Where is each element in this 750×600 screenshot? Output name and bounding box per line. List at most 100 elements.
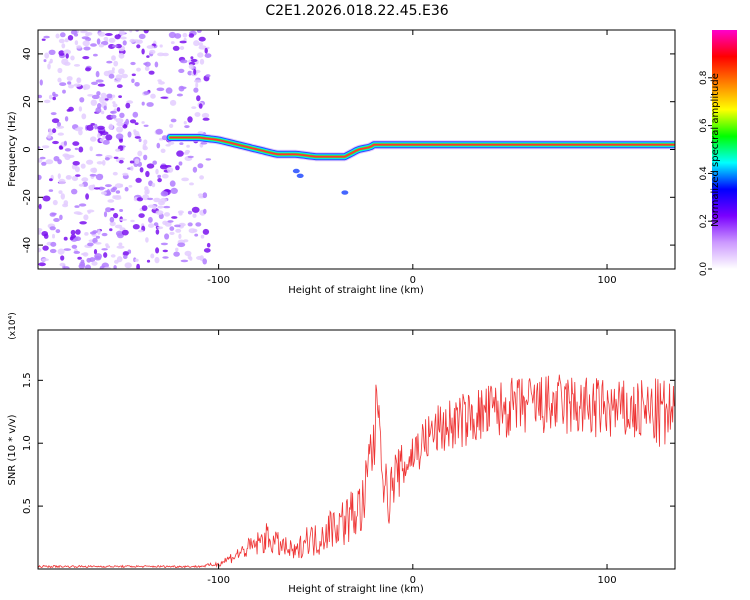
noise-speckle <box>58 178 66 185</box>
snr-ylabel: SNR (10 * v/v) <box>7 414 18 485</box>
colorbar: 0.0 0.2 0.4 0.6 0.8 Normalized spectral ampl… <box>699 30 737 276</box>
colorbar-tick-label: 0.2 <box>699 214 709 228</box>
snr-background <box>38 330 675 569</box>
noise-speckle <box>115 148 121 152</box>
noise-speckle <box>41 145 50 149</box>
noise-speckle <box>157 52 165 57</box>
noise-speckle <box>115 158 120 162</box>
noise-speckle <box>182 32 188 38</box>
noise-speckle <box>38 247 42 253</box>
noise-speckle <box>79 97 85 103</box>
noise-speckle <box>138 229 144 233</box>
noise-speckle <box>94 255 102 261</box>
snr-ytick-label: 0.5 <box>22 498 33 514</box>
ridge-blob <box>292 168 300 174</box>
noise-speckle <box>103 36 109 42</box>
noise-speckle <box>76 77 81 83</box>
noise-speckle <box>132 111 139 118</box>
noise-speckle <box>103 252 108 258</box>
noise-speckle <box>119 112 125 119</box>
noise-speckle <box>150 93 156 99</box>
noise-speckle <box>110 110 117 114</box>
noise-speckle <box>86 124 94 131</box>
noise-speckle <box>110 188 116 193</box>
noise-speckle <box>114 183 123 189</box>
noise-speckle <box>155 128 163 135</box>
noise-speckle <box>106 93 113 99</box>
noise-speckle <box>170 118 177 123</box>
noise-speckle <box>98 186 105 191</box>
noise-speckle <box>127 131 132 138</box>
noise-speckle <box>74 40 79 46</box>
noise-speckle <box>138 138 142 143</box>
noise-speckle <box>63 266 70 269</box>
noise-speckle <box>141 101 145 106</box>
noise-speckle <box>76 212 83 216</box>
noise-speckle <box>57 248 65 255</box>
noise-speckle <box>72 141 80 146</box>
heatmap-ytick-label: 0 <box>22 146 33 152</box>
noise-speckle <box>160 148 166 153</box>
noise-speckle <box>38 203 42 210</box>
noise-speckle <box>73 64 81 67</box>
noise-speckle <box>63 248 71 251</box>
noise-speckle <box>55 229 61 234</box>
snr-ytick-label: 1.5 <box>22 372 33 388</box>
noise-speckle <box>63 140 67 146</box>
noise-speckle <box>53 218 60 222</box>
noise-speckle <box>45 159 54 165</box>
noise-speckle <box>38 230 41 235</box>
noise-speckle <box>74 236 82 241</box>
noise-speckle <box>103 70 110 77</box>
noise-speckle <box>43 99 51 104</box>
noise-speckle <box>49 248 57 254</box>
noise-speckle <box>96 125 105 130</box>
noise-speckle <box>157 178 162 183</box>
noise-speckle <box>60 255 65 261</box>
noise-speckle <box>203 248 211 253</box>
noise-speckle <box>52 233 55 239</box>
snr-xtick-label: 100 <box>597 575 616 586</box>
noise-speckle <box>119 218 128 221</box>
noise-speckle <box>92 237 98 244</box>
noise-speckle <box>184 125 190 129</box>
heatmap-xtick-label: 0 <box>410 275 416 286</box>
noise-speckle <box>201 112 210 119</box>
noise-speckle <box>188 64 194 70</box>
noise-speckle <box>157 79 162 82</box>
noise-speckle <box>169 123 174 128</box>
noise-speckle <box>159 164 168 170</box>
noise-speckle <box>77 256 82 260</box>
noise-speckle <box>74 147 79 151</box>
noise-speckle <box>192 166 198 173</box>
noise-speckle <box>118 68 125 75</box>
noise-speckle <box>155 168 159 175</box>
noise-speckle <box>116 245 125 249</box>
noise-speckle <box>143 124 149 128</box>
noise-speckle <box>44 52 50 59</box>
noise-speckle <box>119 138 123 143</box>
noise-speckle <box>130 61 136 66</box>
noise-speckle <box>63 49 71 55</box>
noise-speckle <box>112 94 116 98</box>
noise-speckle <box>96 38 101 45</box>
noise-speckle <box>84 232 89 236</box>
noise-speckle <box>161 173 169 179</box>
noise-speckle <box>157 226 164 230</box>
noise-speckle <box>191 106 197 109</box>
noise-speckle <box>81 252 88 256</box>
snr-multiplier-label: (x10⁴) <box>8 312 18 339</box>
noise-speckle <box>101 248 108 251</box>
noise-speckle <box>105 33 113 36</box>
noise-speckle <box>83 214 89 221</box>
noise-speckle <box>188 33 195 38</box>
noise-speckle <box>170 187 178 194</box>
noise-speckle <box>172 45 180 51</box>
noise-speckle <box>95 70 100 78</box>
noise-speckle <box>95 79 104 83</box>
noise-speckle <box>89 146 93 152</box>
noise-speckle <box>101 191 107 195</box>
noise-speckle <box>115 133 124 140</box>
noise-speckle <box>115 190 121 194</box>
noise-speckle <box>118 157 125 161</box>
